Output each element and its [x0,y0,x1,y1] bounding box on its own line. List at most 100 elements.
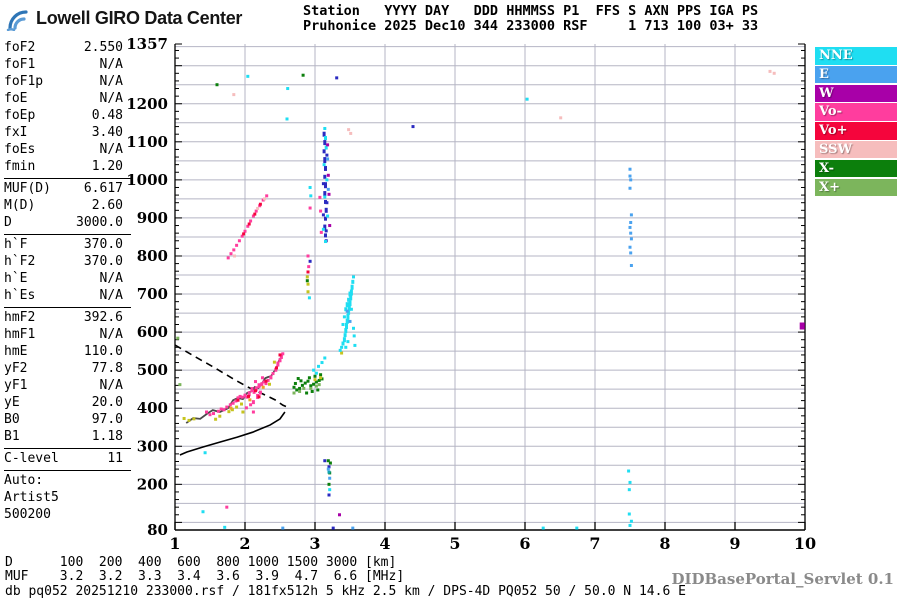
param-row: D 3000.0 [4,215,123,232]
fxI-riser-E [345,309,352,323]
param-row: h`Es N/A [4,288,123,305]
low-cluster-teal [327,470,331,474]
param-value: 370.0 [83,237,123,252]
servlet-version-label: DIDBasePortal_Servlet 0.1 [671,570,894,588]
panel-separator [4,470,131,471]
param-label: foF1p [4,74,44,89]
x-axis-labels: 1 2 3 4 5 6 7 8 9 10 [169,534,816,553]
autoscaling-info-line: 500200 [4,507,51,522]
svg-text:5: 5 [449,534,460,553]
param-row: foF1p N/A [4,74,123,91]
y-axis-labels: 1357 1200 1100 1000 900 800 700 600 500 400 300 200… [126,35,168,539]
param-row: fxI 3.40 [4,125,123,142]
param-value: 20.0 [91,395,123,410]
svg-text:800: 800 [137,247,168,265]
param-row: B1 1.18 [4,429,123,446]
param-value: 11 [107,451,123,466]
param-row: h`F2 370.0 [4,254,123,271]
param-label: MUF(D) [4,181,51,196]
station-header-line2: Pruhonice 2025 Dec10 344 233000 RSF 1 71… [303,17,759,34]
param-label: yF2 [4,361,28,376]
scatter-Vo- [225,505,229,509]
param-row: B0 97.0 [4,412,123,429]
param-panel: foF2 2.550 foF1 N/A foF1p N/A foE N/A foEp 0.48 fx… [4,40,131,524]
legend-item-SSW: SSW [815,140,897,159]
param-label: foEp [4,108,36,123]
param-label: h`F [4,237,28,252]
svg-text:700: 700 [137,285,168,303]
legend-item-W: W [815,84,897,103]
param-label: foF1 [4,57,36,72]
right-edge-mark-W [799,322,805,330]
param-label: fxI [4,125,28,140]
svg-text:8: 8 [659,534,670,553]
param-label: h`Es [4,288,36,303]
svg-text:3: 3 [309,534,320,553]
svg-text:80: 80 [147,521,168,539]
param-value: N/A [99,288,123,303]
param-label: B0 [4,412,20,427]
param-label: yF1 [4,378,28,393]
svg-text:1200: 1200 [126,95,168,113]
lowell-giro-logo: Lowell GIRO Data Center [6,5,242,31]
panel-separator [4,178,131,179]
plot-axes [174,43,806,531]
scatter-navy [335,76,415,129]
second-hop-oblique-SSW [233,197,267,258]
station-header-line1: Station YYYY DAY DDD HHMMSS P1 FFS S AXN… [303,3,759,19]
param-row: foEs N/A [4,142,123,159]
muf-row: MUF 3.2 3.2 3.3 3.4 3.6 3.9 4.7 6.6 [MHz… [5,569,405,584]
f-trace-echoes-yellow [182,360,276,422]
param-value: 1.18 [91,429,123,444]
param-row: foF2 2.550 [4,40,123,57]
mid-column-Vo- [306,206,312,269]
interference-7.5MHz-NNE [627,469,633,527]
param-value: 2.60 [91,198,123,213]
spread-top-SSW [347,128,353,135]
legend-item-X+: X+ [815,178,897,197]
param-value: 1.20 [91,159,123,174]
panel-separator [4,307,131,308]
mid-column-Vo+ [306,270,310,274]
param-row: yF2 77.8 [4,361,123,378]
param-row: foEp 0.48 [4,108,123,125]
param-value: 2.550 [83,40,123,55]
scatter-E [281,526,355,530]
param-label: D [4,215,12,230]
spread-hop2-W [326,143,332,228]
topside-profile-dashed [174,344,291,409]
scatter-X- [215,73,305,87]
param-label: hmF2 [4,310,36,325]
param-value: N/A [99,378,123,393]
interference-7.5MHz-E [628,167,633,267]
svg-text:500: 500 [137,361,168,379]
param-row: M(D) 2.60 [4,198,123,215]
param-row: hmF2 392.6 [4,310,123,327]
param-row: C-level 11 [4,451,123,468]
svg-text:600: 600 [137,323,168,341]
echo-points [176,69,805,530]
panel-separator [4,448,131,449]
panel-separator [4,234,131,235]
station-header: Station YYYY DAY DDD HHMMSS P1 FFS S AXN… [303,4,758,33]
legend-item-E: E [815,65,897,84]
bottomside-profile-solid [179,411,286,456]
param-value: N/A [99,91,123,106]
param-value: N/A [99,57,123,72]
second-hop-oblique-Vo- [226,194,269,260]
param-value: N/A [99,271,123,286]
param-row: MUF(D) 6.617 [4,181,123,198]
x-mode-cluster-X+ [176,336,321,395]
param-label: B1 [4,429,20,444]
param-row: yF1 N/A [4,378,123,395]
param-label: foF2 [4,40,36,55]
svg-text:1100: 1100 [126,133,168,151]
param-label: hmE [4,344,28,359]
param-row: h`F 370.0 [4,237,123,254]
second-hop-oblique-Vo+ [242,202,262,236]
f-trace-echoes-orange [229,385,265,410]
svg-text:300: 300 [137,437,168,455]
param-label: foE [4,91,28,106]
